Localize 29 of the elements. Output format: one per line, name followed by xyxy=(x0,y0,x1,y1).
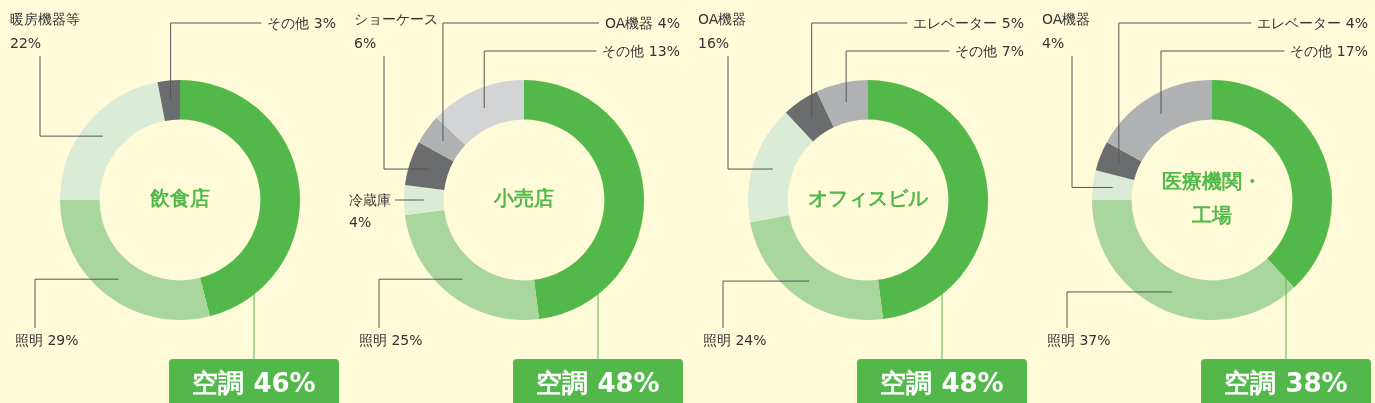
slice-label: その他 3% xyxy=(267,15,336,31)
text: 医療機関・工場 xyxy=(1162,169,1262,228)
slice-label: 冷蔵庫 xyxy=(349,192,391,208)
slice-label: 照明 29% xyxy=(15,332,79,348)
data-label: 6% xyxy=(354,35,377,51)
data-label: 4% xyxy=(349,214,372,230)
slice-label: OA機器 xyxy=(698,11,747,27)
slice-label: 照明 37% xyxy=(1047,332,1111,348)
slice-label: エレベーター 4% xyxy=(1257,15,1368,31)
slice-label: OA機器 xyxy=(1042,11,1091,27)
slice-label: その他 17% xyxy=(1290,43,1368,59)
text: 小売店 xyxy=(493,186,554,211)
slice-label: 照明 25% xyxy=(359,332,423,348)
slice-label: その他 13% xyxy=(602,43,680,59)
slice-label: エレベーター 5% xyxy=(913,15,1024,31)
slice-label: 空調 48% xyxy=(536,368,660,398)
slice-label: OA機器 4% xyxy=(604,15,680,31)
slice-label: その他 7% xyxy=(955,43,1024,59)
data-label: 22% xyxy=(10,35,42,51)
slice-label: ショーケース xyxy=(354,11,438,27)
text: オフィスビル xyxy=(808,186,929,211)
slice-label: 照明 24% xyxy=(703,332,767,348)
slice-label: 空調 46% xyxy=(192,368,316,398)
slice-label: 暖房機器等 xyxy=(10,11,80,27)
text: 飲食店 xyxy=(149,186,210,211)
slice-label: 空調 48% xyxy=(880,368,1004,398)
data-label: 4% xyxy=(1042,35,1065,51)
slice-label: 空調 38% xyxy=(1224,368,1348,398)
data-label: 16% xyxy=(698,35,730,51)
